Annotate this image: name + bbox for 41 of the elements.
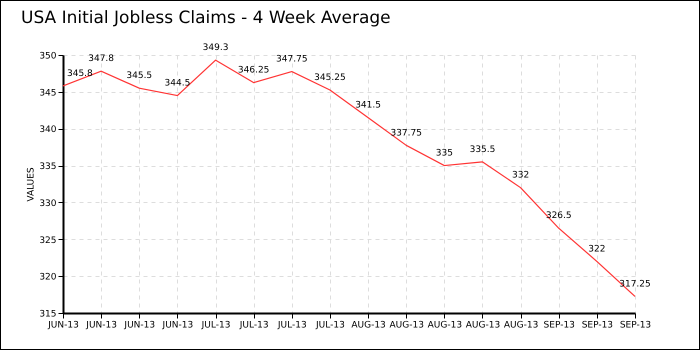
y-tick-label: 320: [39, 272, 57, 283]
y-tick-label: 325: [39, 236, 56, 246]
x-tick-label: JUL-13: [276, 320, 307, 330]
data-label: 337.75: [390, 128, 422, 138]
data-label: 322: [588, 244, 606, 254]
x-tick-label: SEP-13: [582, 320, 614, 330]
data-label: 335: [436, 148, 453, 159]
data-label: 349.3: [202, 43, 228, 54]
x-tick-label: JUN-13: [47, 320, 79, 330]
data-label: 347.8: [88, 54, 114, 64]
x-tick-label: SEP-13: [620, 320, 652, 330]
x-tick-label: JUN-13: [123, 320, 156, 330]
chart-title: USA Initial Jobless Claims - 4 Week Average: [21, 8, 391, 28]
data-label: 332: [512, 170, 530, 181]
y-tick-label: 340: [39, 125, 57, 136]
x-tick-label: AUG-13: [466, 320, 500, 330]
y-tick-label: 315: [39, 310, 56, 320]
y-tick-label: 350: [39, 52, 57, 62]
data-label: 347.75: [276, 54, 308, 65]
data-label: 345.25: [314, 73, 346, 84]
data-label: 335.5: [470, 144, 496, 155]
x-tick-label: AUG-13: [428, 320, 462, 330]
y-axis-title: VALUES: [26, 167, 36, 202]
x-tick-label: JUL-13: [315, 320, 345, 330]
x-tick-label: JUN-13: [162, 320, 194, 330]
data-label: 344.5: [164, 78, 190, 89]
data-label: 346.25: [238, 66, 270, 76]
x-tick-label: AUG-13: [504, 320, 538, 330]
y-tick-label: 345: [39, 88, 56, 98]
x-tick-label: JUL-13: [200, 320, 230, 330]
data-label: 345.8: [67, 68, 94, 79]
x-tick-label: JUN-13: [85, 320, 117, 330]
x-tick-label: JUL-13: [238, 320, 269, 330]
data-label: 345.5: [126, 71, 152, 82]
x-tick-label: SEP-13: [544, 320, 575, 330]
data-label: 341.5: [355, 100, 381, 111]
data-label: 326.5: [546, 211, 572, 222]
x-tick-label: AUG-13: [389, 320, 424, 330]
y-tick-label: 330: [39, 198, 57, 209]
y-tick-label: 335: [39, 162, 56, 172]
x-tick-label: AUG-13: [351, 320, 386, 330]
